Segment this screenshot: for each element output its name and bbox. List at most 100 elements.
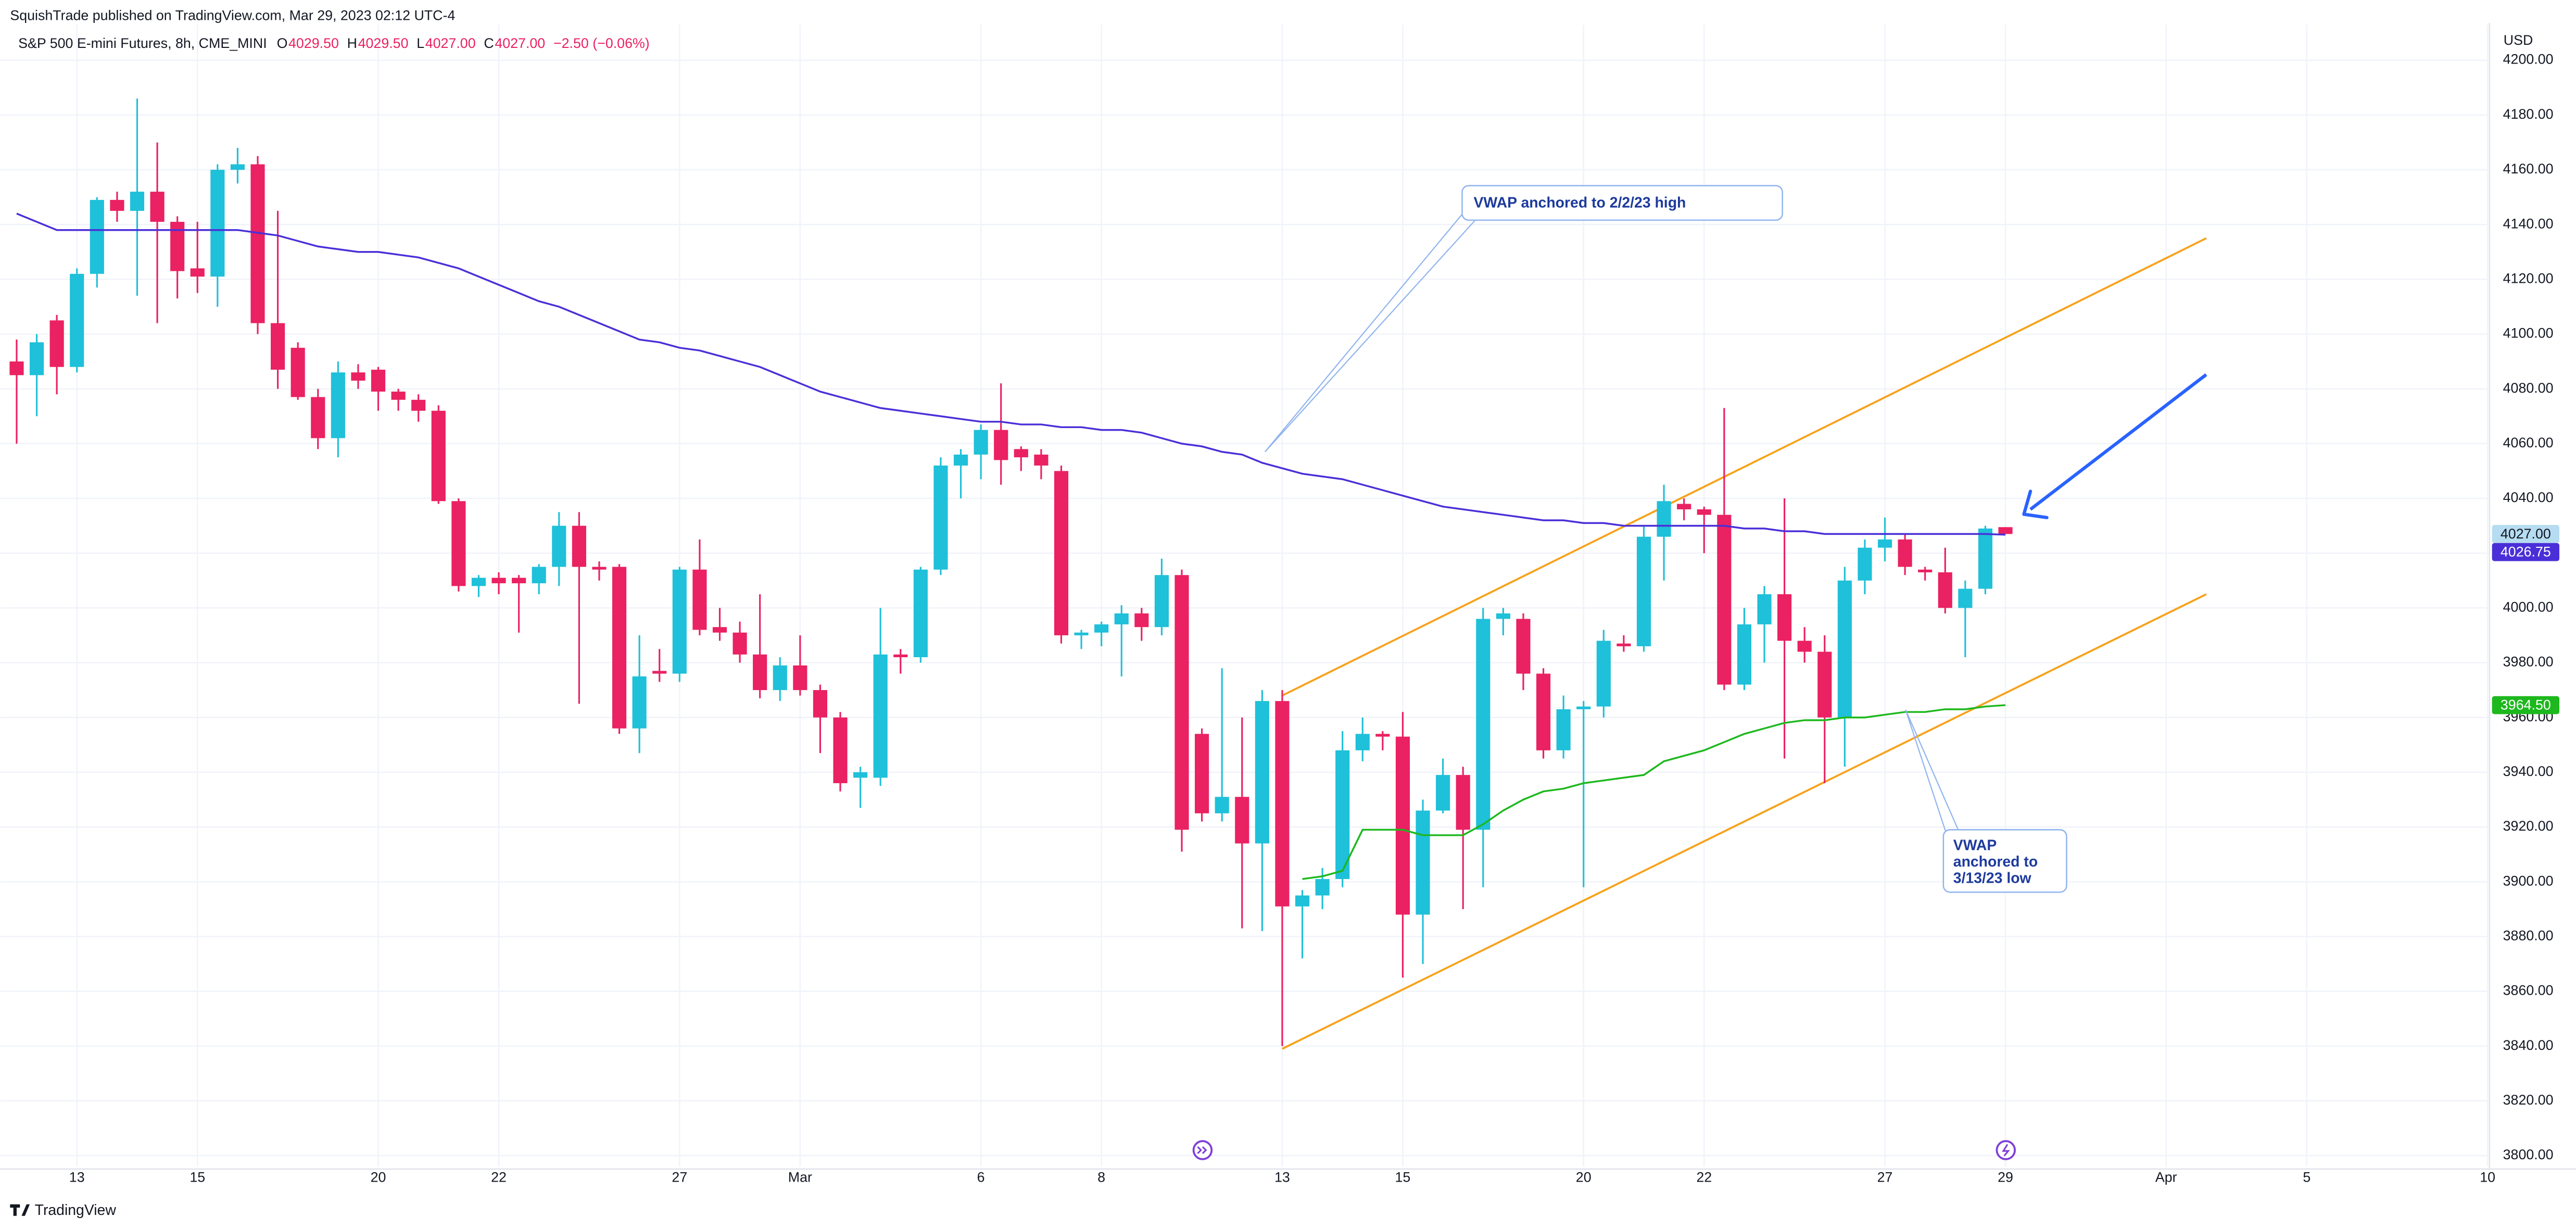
candle-body (1918, 569, 1933, 573)
candle-body (712, 627, 727, 633)
candle-body (271, 323, 285, 370)
x-tick-label: 15 (1395, 1169, 1411, 1185)
candle-body (1576, 706, 1591, 709)
arrow-head (2022, 490, 2049, 520)
candle-body (431, 410, 446, 501)
candle-body (953, 454, 968, 466)
callout-text: anchored to (1953, 854, 2038, 870)
callout-box (1942, 829, 2067, 893)
x-tick-label: Apr (2155, 1169, 2177, 1185)
callout-pointer (1265, 220, 1476, 453)
x-tick-label: 10 (2480, 1169, 2495, 1185)
candle-body (1636, 536, 1651, 646)
price-badge-bg (2492, 543, 2560, 561)
candle-body (833, 717, 848, 783)
legend-value: 4027.00 (425, 35, 476, 51)
candle-body (1375, 734, 1390, 737)
callout-box (1461, 185, 1783, 221)
candle-body (29, 342, 44, 375)
candle-body (632, 676, 647, 729)
y-tick-label: 3980.00 (2503, 654, 2554, 670)
candle-body (813, 690, 827, 718)
legend-key: C (484, 35, 494, 51)
vwap-line (1302, 704, 2006, 880)
brand-logo (10, 1204, 30, 1216)
price-badge-label: 4027.00 (2501, 526, 2551, 542)
candle-body (90, 199, 104, 274)
callout-text: VWAP (1953, 837, 1997, 854)
y-tick-label: 4100.00 (2503, 325, 2554, 341)
arrow (2022, 373, 2207, 520)
callout-pointer (1905, 709, 1959, 830)
x-tick-label: 22 (1696, 1169, 1712, 1185)
candle-body (1315, 879, 1330, 896)
candle-body (1416, 810, 1430, 915)
y-tick-label: 4140.00 (2503, 216, 2554, 231)
candle-body (1295, 895, 1310, 907)
candle-body (1556, 709, 1571, 750)
x-tick-label: 29 (1998, 1169, 2013, 1185)
candle-body (1777, 594, 1792, 641)
price-badge-label: 3964.50 (2501, 697, 2551, 713)
y-tick-label: 3920.00 (2503, 818, 2554, 834)
candle-body (1235, 797, 1249, 844)
candle-body (230, 164, 245, 170)
candle-body (853, 772, 868, 778)
candle-body (110, 199, 124, 211)
trendline (1282, 237, 2207, 697)
candle-body (1657, 501, 1671, 537)
candle-body (190, 268, 205, 277)
candle-body (893, 654, 908, 658)
x-tick-label: 27 (672, 1169, 687, 1185)
candle-body (1195, 734, 1209, 813)
candle-body (532, 567, 546, 584)
candle-body (672, 569, 687, 674)
price-badge: 4027.00 (2492, 525, 2560, 543)
trendline (1282, 593, 2207, 1050)
candle-body (1476, 619, 1491, 830)
candle-body (391, 391, 406, 400)
candle-body (1054, 471, 1069, 635)
candle-body (1516, 619, 1531, 674)
candle-body (311, 397, 325, 438)
callout-pointer (1905, 709, 1948, 835)
candle-body (250, 164, 265, 323)
candle-body (1335, 750, 1350, 879)
y-tick-label: 3880.00 (2503, 927, 2554, 943)
candle-body (150, 192, 165, 222)
candle-body (1978, 528, 1993, 589)
candle-body (1074, 632, 1089, 635)
candle-body (1958, 588, 1973, 608)
icon (1197, 1146, 1207, 1154)
x-tick-label: 15 (190, 1169, 205, 1185)
x-tick-label: 5 (2303, 1169, 2310, 1185)
candle-body (291, 347, 305, 397)
y-tick-label: 3800.00 (2503, 1147, 2554, 1162)
x-tick-label: 8 (1097, 1169, 1105, 1185)
candle-body (49, 320, 64, 367)
y-tick-label: 3900.00 (2503, 873, 2554, 888)
price-badge-bg (2492, 525, 2560, 543)
y-tick-label: 3940.00 (2503, 763, 2554, 779)
legend-key: H (347, 35, 357, 51)
x-tick-label: 27 (1877, 1169, 1893, 1185)
grid (0, 24, 2489, 1167)
candle-body (1797, 641, 1812, 652)
candle-body (1617, 643, 1631, 646)
candle-body (1697, 509, 1711, 515)
candle-body (9, 361, 24, 375)
legend-value: 4029.50 (288, 35, 339, 51)
candle-body (1215, 797, 1229, 813)
legend-value: 4027.00 (495, 35, 545, 51)
x-tick-label: 6 (977, 1169, 985, 1185)
icon (1192, 1140, 1213, 1160)
candle-body (1998, 527, 2013, 534)
candle-body (1877, 539, 1892, 548)
x-tick-label: 20 (371, 1169, 386, 1185)
candle-body (552, 525, 566, 567)
brand-name: TradingView (35, 1202, 117, 1219)
legend-change: −2.50 (−0.06%) (553, 35, 650, 51)
